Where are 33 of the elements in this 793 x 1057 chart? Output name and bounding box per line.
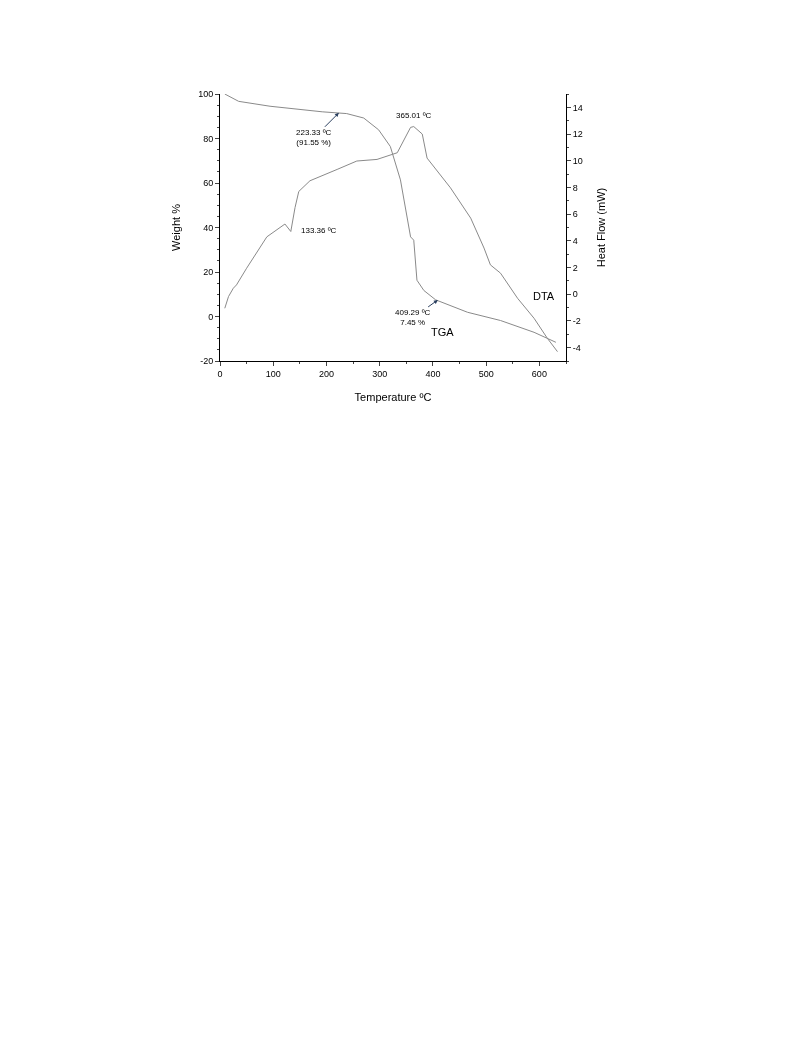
y-tick-label: 40	[203, 222, 214, 233]
annotation: 223.33 ºC (91.55 %)	[296, 128, 332, 148]
x-tick-label: 100	[265, 368, 281, 379]
x-tick-label: 0	[217, 368, 223, 379]
x-tick-label: 500	[478, 368, 494, 379]
x-tick-label: 200	[318, 368, 334, 379]
y2-axis-title: Heat Flow (mW)	[595, 187, 608, 268]
y2-tick-label: 2	[572, 262, 578, 273]
x-tick-label: 400	[425, 368, 441, 379]
y2-tick-label: 12	[572, 129, 583, 140]
y2-tick-label: 6	[572, 209, 578, 220]
annotation: 409.29 ºC 7.45 %	[395, 308, 431, 328]
x-tick-label: 300	[372, 368, 388, 379]
y-tick-label: 60	[203, 178, 214, 189]
series-label: DTA	[533, 290, 555, 302]
y2-tick-label: 14	[572, 102, 583, 113]
y2-tick-label: -2	[572, 316, 581, 327]
y2-tick-label: 0	[572, 289, 578, 300]
y2-tick-label: 8	[572, 182, 578, 193]
y-tick-label: 100	[198, 89, 214, 100]
annotation: 133.36 ºC	[301, 226, 337, 235]
y2-tick-label: -4	[572, 342, 581, 353]
y-tick-label: -20	[200, 356, 214, 367]
y2-tick-label: 10	[572, 155, 583, 166]
y-axis-title: Weight %	[169, 203, 182, 251]
x-tick-label: 600	[531, 368, 547, 379]
y2-tick-label: 4	[572, 236, 578, 246]
x-axis-title: Temperature ºC	[354, 391, 432, 403]
series-label: TGA	[431, 326, 455, 338]
annotation: 365.01 ºC	[396, 111, 432, 120]
y-tick-label: 20	[203, 267, 214, 278]
y-tick-label: 0	[208, 311, 214, 322]
y-tick-label: 80	[203, 133, 214, 144]
